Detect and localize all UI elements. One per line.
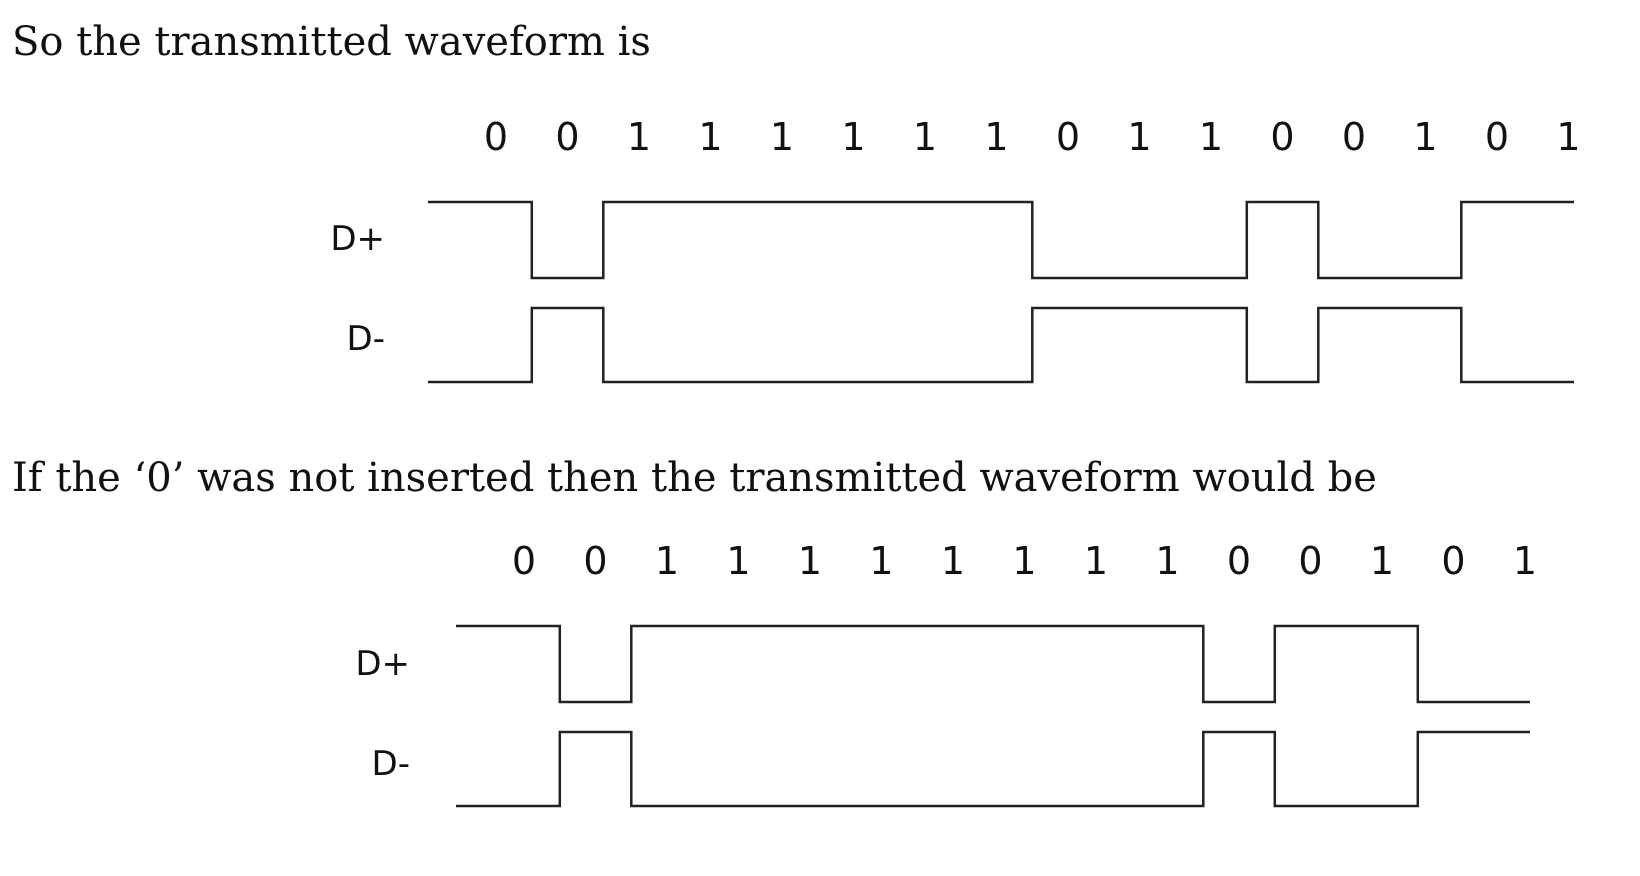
dminus-waveform	[456, 730, 1530, 808]
bit-label: 0	[555, 115, 579, 159]
bit-label: 1	[655, 540, 679, 583]
bit-label: 1	[1199, 115, 1223, 159]
bit-label: 1	[941, 540, 965, 583]
bit-label: 1	[1556, 115, 1580, 159]
bit-label: 1	[984, 115, 1008, 159]
stuffed-bit-label: 0	[1056, 115, 1080, 159]
dplus-waveform	[428, 200, 1574, 280]
bit-label: 0	[1342, 115, 1366, 159]
dminus-waveform	[428, 306, 1574, 384]
bit-label: 1	[1370, 540, 1394, 583]
waveform-diagram-without-stuffed-bit: 0 0 1 1 1 1 1 1 1 1 0 0 1 0 1 D+ D-	[355, 540, 1537, 808]
bit-label: 0	[1227, 540, 1251, 583]
bit-sequence: 0 0 1 1 1 1 1 1 0 1 1 0 0 1 0 1	[484, 115, 1581, 159]
bit-label: 1	[627, 115, 651, 159]
bit-label: 0	[583, 540, 607, 583]
bit-label: 0	[512, 540, 536, 583]
bit-label: 1	[698, 115, 722, 159]
bit-label: 1	[1513, 540, 1537, 583]
bit-label: 1	[841, 115, 865, 159]
dminus-label: D-	[372, 744, 410, 784]
bit-label: 0	[1270, 115, 1294, 159]
bit-label: 1	[1012, 540, 1036, 583]
waveform-diagram-with-stuffed-bit: 0 0 1 1 1 1 1 1 0 1 1 0 0 1 0 1 D+ D-	[330, 115, 1581, 384]
bit-sequence: 0 0 1 1 1 1 1 1 1 1 0 0 1 0 1	[512, 540, 1537, 583]
bit-label: 1	[726, 540, 750, 583]
heading-without-inserted-zero: If the ‘0’ was not inserted then the tra…	[12, 455, 1377, 501]
heading-transmitted-waveform: So the transmitted waveform is	[12, 19, 651, 65]
dplus-waveform	[456, 624, 1530, 704]
bit-label: 1	[1413, 115, 1437, 159]
bit-label: 1	[869, 540, 893, 583]
bit-label: 1	[1155, 540, 1179, 583]
bit-label: 1	[1084, 540, 1108, 583]
bit-label: 1	[1127, 115, 1151, 159]
bit-label: 0	[1441, 540, 1465, 583]
bit-label: 1	[770, 115, 794, 159]
bit-label: 0	[484, 115, 508, 159]
dminus-label: D-	[347, 319, 385, 359]
bit-label: 0	[1485, 115, 1509, 159]
bit-label: 1	[913, 115, 937, 159]
dplus-label: D+	[330, 219, 385, 259]
bit-label: 1	[798, 540, 822, 583]
dplus-label: D+	[355, 644, 410, 684]
bit-label: 0	[1298, 540, 1322, 583]
